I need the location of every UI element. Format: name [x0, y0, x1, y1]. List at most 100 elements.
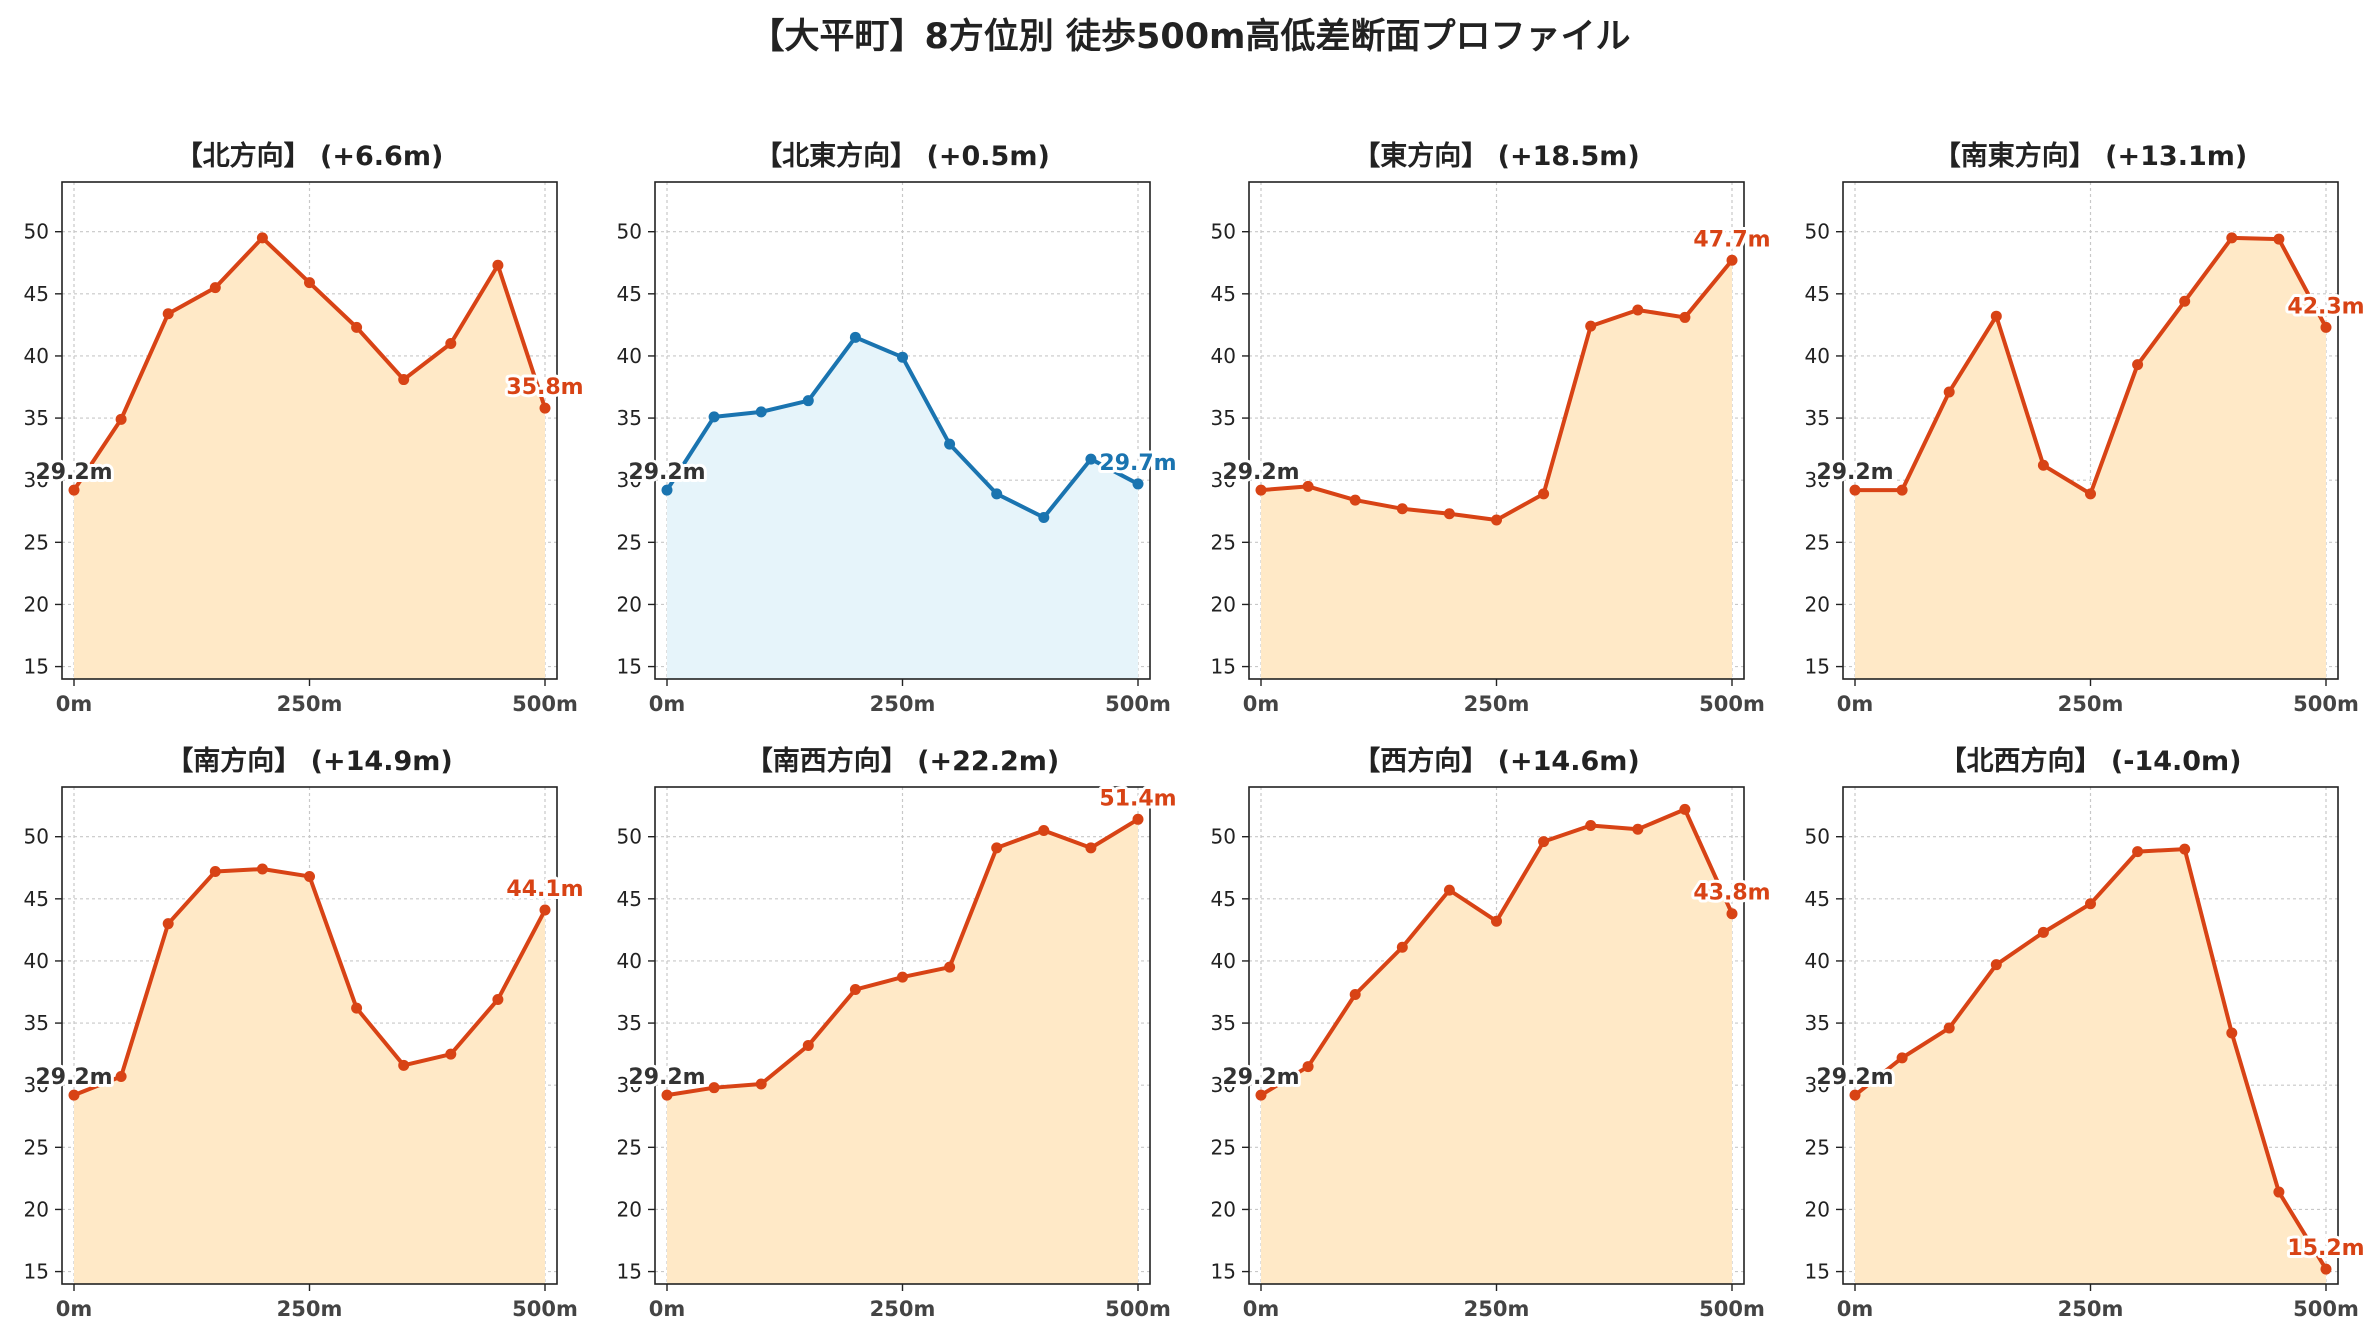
y-tick-label: 30: [1211, 1073, 1236, 1097]
x-tick-label: 250m: [870, 692, 936, 716]
start-value-label: 29.2m: [1816, 1065, 1893, 1090]
x-tick-label: 0m: [649, 692, 686, 716]
y-tick-label: 50: [1211, 825, 1236, 849]
y-tick-label: 40: [1211, 344, 1236, 368]
x-tick-label: 250m: [277, 692, 343, 716]
data-point: [1132, 478, 1144, 490]
data-point: [398, 374, 410, 386]
data-point: [1255, 1089, 1267, 1101]
start-value-label: 29.2m: [628, 460, 705, 485]
y-tick-label: 20: [617, 1197, 642, 1221]
data-point: [897, 971, 908, 983]
data-point: [162, 308, 174, 320]
data-point: [1302, 480, 1314, 492]
y-tick-label: 25: [1211, 530, 1236, 554]
x-tick-label: 500m: [512, 692, 578, 716]
data-point: [1085, 453, 1097, 465]
data-point: [1896, 1052, 1908, 1064]
y-tick-label: 30: [24, 1073, 49, 1097]
data-point: [1085, 842, 1097, 854]
data-point: [1443, 508, 1455, 520]
y-tick-label: 30: [1805, 1073, 1830, 1097]
end-value-label: 51.4m: [1099, 786, 1176, 811]
data-point: [2085, 488, 2096, 500]
data-point: [1132, 813, 1144, 825]
data-point: [1585, 320, 1597, 332]
y-tick-label: 35: [1211, 406, 1236, 430]
data-point: [2085, 898, 2096, 910]
data-point: [2226, 232, 2238, 244]
x-tick-label: 500m: [1105, 1297, 1171, 1321]
data-point: [2132, 846, 2144, 858]
data-point: [1038, 511, 1050, 523]
y-tick-label: 45: [24, 887, 49, 911]
y-tick-label: 30: [1211, 468, 1236, 492]
y-tick-label: 35: [617, 1011, 642, 1035]
data-point: [1443, 884, 1455, 896]
data-point: [492, 993, 504, 1005]
data-point: [1849, 484, 1861, 496]
y-tick-label: 35: [1805, 406, 1830, 430]
x-tick-label: 250m: [277, 1297, 343, 1321]
data-point: [755, 1078, 767, 1090]
data-point: [304, 277, 315, 289]
data-point: [1349, 494, 1361, 506]
data-point: [1585, 820, 1597, 832]
data-point: [1632, 823, 1644, 835]
area-fill: [74, 869, 545, 1284]
y-tick-label: 30: [617, 468, 642, 492]
data-point: [1038, 824, 1050, 836]
data-point: [2273, 233, 2285, 245]
data-point: [1726, 908, 1738, 920]
y-tick-label: 45: [1211, 282, 1236, 306]
data-point: [256, 232, 268, 244]
chart-title: 【南西方向】 (+22.2m): [746, 745, 1059, 777]
area-fill: [74, 237, 545, 679]
data-point: [708, 411, 720, 423]
y-tick-label: 15: [617, 655, 642, 679]
y-tick-label: 20: [24, 1197, 49, 1221]
data-point: [755, 406, 767, 418]
data-point: [162, 918, 174, 930]
y-tick-label: 45: [1211, 887, 1236, 911]
end-value-label: 42.3m: [2287, 294, 2364, 319]
chart-title: 【西方向】 (+14.6m): [1353, 745, 1639, 777]
figure-title: 【大平町】8方位別 徒歩500m高低差断面プロファイル: [749, 17, 1631, 57]
x-tick-label: 0m: [649, 1297, 686, 1321]
y-tick-label: 35: [1211, 1011, 1236, 1035]
data-point: [991, 488, 1003, 500]
y-tick-label: 25: [24, 530, 49, 554]
x-tick-label: 250m: [2058, 692, 2124, 716]
y-tick-label: 30: [617, 1073, 642, 1097]
start-value-label: 29.2m: [1222, 1065, 1299, 1090]
data-point: [2179, 295, 2191, 307]
data-point: [1990, 959, 2002, 971]
chart-title: 【北東方向】 (+0.5m): [755, 140, 1050, 172]
data-point: [1726, 254, 1738, 266]
y-tick-label: 50: [617, 825, 642, 849]
x-tick-label: 0m: [56, 1297, 93, 1321]
end-value-label: 44.1m: [506, 877, 583, 902]
x-tick-label: 0m: [1243, 692, 1280, 716]
y-tick-label: 25: [1211, 1135, 1236, 1159]
y-tick-label: 15: [617, 1260, 642, 1284]
x-tick-label: 500m: [1699, 1297, 1765, 1321]
y-tick-label: 40: [1211, 949, 1236, 973]
y-tick-label: 25: [617, 530, 642, 554]
y-tick-label: 25: [24, 1135, 49, 1159]
data-point: [1538, 488, 1550, 500]
x-tick-label: 0m: [1243, 1297, 1280, 1321]
start-value-label: 29.2m: [35, 1065, 112, 1090]
data-point: [2320, 321, 2332, 333]
data-point: [991, 842, 1003, 854]
data-point: [68, 484, 80, 496]
data-point: [2132, 359, 2144, 371]
data-point: [1302, 1061, 1314, 1073]
data-point: [1990, 310, 2002, 322]
data-point: [492, 259, 504, 271]
data-point: [351, 321, 363, 333]
